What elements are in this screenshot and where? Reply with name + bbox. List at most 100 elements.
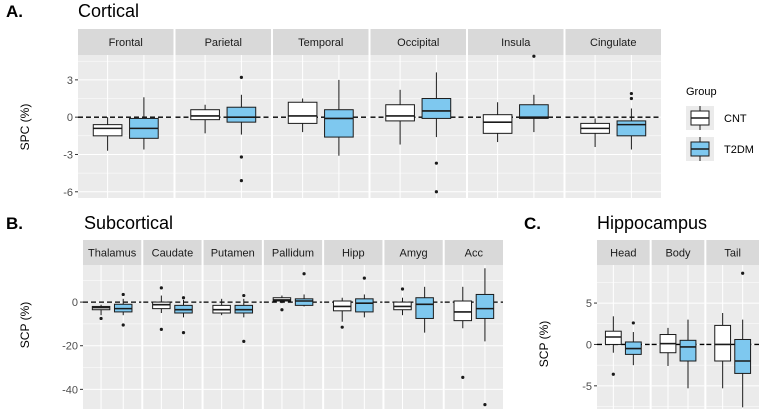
panel-b-plot: -40 -20 0 Thalamus Caudate Putamen Pallidum Hip…	[62, 240, 503, 409]
facet-panel	[468, 55, 564, 198]
outlier-point	[629, 96, 633, 101]
facet-label: Pallidum	[272, 248, 314, 260]
box-t2dm	[734, 271, 752, 408]
facet-panel	[143, 265, 202, 409]
outlier-point	[532, 54, 536, 58]
facet-label: Caudate	[152, 248, 194, 260]
facet-panel	[83, 265, 142, 409]
box-t2dm	[415, 286, 434, 333]
facet-label: Thalamus	[88, 248, 137, 260]
y-tick-label: -40	[62, 384, 78, 396]
facet-strip	[651, 240, 705, 265]
facet-strip	[143, 240, 202, 265]
box-t2dm	[294, 272, 314, 307]
box-cnt	[385, 89, 415, 145]
panel-c: C. Hippocampus SCP (%) -5 0 5 Head Body Tail	[524, 213, 759, 409]
box-cnt	[152, 286, 171, 331]
box-t2dm	[113, 292, 133, 327]
outlier-point	[483, 403, 487, 407]
y-tick-label: -3	[63, 149, 73, 161]
facet-label: Tail	[724, 248, 741, 260]
facet-label: Acc	[465, 248, 484, 260]
facet-label: Insula	[501, 37, 531, 49]
panel-a-ylabel: SPC (%)	[18, 104, 32, 151]
outlier-point	[629, 91, 633, 96]
outlier-point	[340, 325, 344, 329]
facet-panel	[78, 55, 174, 198]
box-t2dm	[421, 72, 452, 194]
box-body	[287, 101, 318, 124]
panel-a-title: Cortical	[78, 1, 139, 21]
panel-b-ylabel: SCP (%)	[18, 302, 32, 348]
box-body	[421, 98, 452, 119]
facet-panel	[203, 265, 262, 409]
outlier-point	[611, 372, 615, 376]
y-tick-label: 0	[67, 112, 73, 124]
outlier-point	[400, 287, 405, 291]
box-body	[453, 300, 473, 322]
facet-panel	[597, 265, 650, 409]
y-tick-label: 5	[586, 298, 592, 310]
legend-label-t2dm: T2DM	[724, 144, 754, 156]
facet-panel	[263, 265, 323, 409]
outlier-point	[121, 323, 125, 327]
facet-panel	[444, 265, 503, 409]
facet-strip	[706, 240, 759, 265]
panel-a-plot: -6 -3 0 3 Frontal Parietal Temporal Occipital In…	[63, 29, 661, 199]
box-cnt	[92, 117, 123, 151]
facet-label: Body	[665, 248, 691, 260]
facet-label: Head	[610, 248, 636, 260]
box-t2dm	[475, 268, 495, 407]
facet-strip	[175, 29, 271, 55]
legend-title: Group	[686, 86, 717, 98]
facet-strip	[273, 29, 369, 55]
facet-label: Hipp	[342, 248, 365, 260]
box-body	[294, 298, 314, 306]
outlier-point	[741, 271, 745, 275]
facet-label: Parietal	[205, 37, 242, 49]
facet-label: Temporal	[298, 37, 343, 49]
box-body	[475, 293, 495, 319]
box-t2dm	[234, 293, 254, 343]
outlier-point	[434, 190, 438, 194]
facet-strip	[384, 240, 443, 265]
legend-key-cnt	[686, 106, 714, 130]
box-body	[415, 297, 434, 319]
box-t2dm	[679, 319, 697, 389]
box-cnt	[393, 287, 412, 316]
box-cnt	[190, 104, 220, 134]
box-cnt	[91, 304, 111, 321]
facet-panel	[324, 265, 383, 409]
outlier-point	[181, 331, 186, 335]
outlier-point	[242, 339, 246, 343]
y-tick-label: 0	[72, 297, 78, 309]
box-body	[616, 120, 647, 137]
legend: Group CNT T2DM	[686, 86, 754, 161]
box-cnt	[212, 298, 231, 316]
box-body	[714, 324, 732, 362]
facet-label: Amyg	[400, 248, 428, 260]
facet-label: Cingulate	[590, 37, 636, 49]
box-body	[92, 124, 123, 137]
box-cnt	[580, 118, 610, 148]
box-t2dm	[616, 91, 647, 150]
outlier-point	[242, 293, 246, 298]
y-tick-label: 3	[67, 75, 73, 87]
box-cnt	[604, 316, 622, 376]
facet-strip	[370, 29, 466, 55]
outlier-point	[239, 155, 243, 159]
box-body	[482, 114, 513, 134]
facet-strip	[83, 240, 142, 265]
legend-key-t2dm	[686, 137, 714, 161]
outlier-point	[631, 321, 635, 325]
facet-label: Putamen	[211, 248, 255, 260]
outlier-point	[239, 75, 243, 79]
outlier-point	[461, 375, 465, 379]
box-body	[355, 298, 374, 313]
box-t2dm	[355, 276, 374, 318]
panel-c-plot: -5 0 5 Head Body Tail	[582, 240, 759, 409]
y-tick-label: -20	[62, 341, 78, 353]
facet-panel	[175, 55, 271, 198]
facet-strip	[468, 29, 564, 55]
panel-c-title: Hippocampus	[597, 213, 707, 233]
